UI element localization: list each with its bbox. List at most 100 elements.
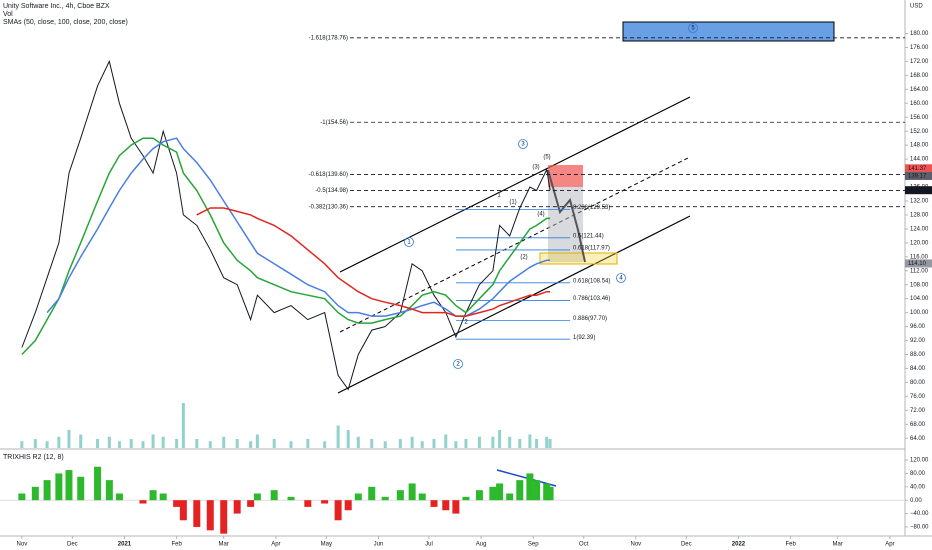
volume-bar [222, 436, 226, 448]
wave-circle [453, 359, 463, 369]
volume-bar [175, 439, 179, 448]
y-tick-label: 68.00 [910, 422, 926, 428]
indicator-bar [368, 486, 376, 501]
indicator-bar [381, 496, 389, 501]
entry-zone [539, 252, 618, 265]
indicator-y-tick-label: −40.00 [910, 511, 929, 517]
volume-bar [96, 439, 100, 448]
y-tick-label: 88.00 [910, 352, 926, 358]
price-tag-label: 135.09 [908, 188, 927, 194]
y-tick-label: 100.00 [910, 310, 929, 316]
fib-label: -1(154.56) [320, 120, 348, 126]
x-tick-label: 2021 [118, 542, 132, 548]
volume-bar [107, 436, 111, 448]
fib-label: 0.618(108.54) [573, 278, 610, 284]
y-tick-label: 168.00 [910, 73, 929, 79]
wave-label: (2) [520, 255, 527, 261]
y-tick-label: 76.00 [910, 394, 926, 400]
y-tick-label: 112.00 [910, 268, 929, 274]
volume-bar [518, 439, 522, 448]
indicator-y-tick-label: −80.00 [910, 525, 929, 531]
volume-bar [464, 439, 468, 448]
y-tick-label: 176.00 [910, 45, 929, 51]
price-tag [905, 186, 932, 195]
volume-bar [289, 441, 293, 448]
volume-bar [535, 439, 539, 448]
indicator-bar [475, 490, 483, 501]
price-tag [905, 171, 932, 180]
indicator-bar [344, 500, 352, 511]
volume-bar [67, 430, 71, 448]
volume-bar [79, 434, 83, 448]
wave-circle [404, 237, 414, 247]
volume-bar [477, 436, 481, 448]
y-tick-label: 92.00 [910, 338, 926, 344]
fib-label: -0.618(139.60) [309, 172, 348, 178]
volume-bar [498, 430, 502, 448]
fib-label: -0.5(134.98) [315, 188, 348, 194]
wave-label: 2 [456, 362, 460, 368]
currency-label: USD [910, 4, 923, 10]
volume-bar [383, 441, 387, 448]
target-box [622, 21, 835, 42]
indicator-bar [149, 490, 157, 501]
x-tick-label: Oct [579, 542, 589, 548]
x-tick-label: Feb [785, 542, 796, 548]
y-tick-label: 144.00 [910, 157, 929, 163]
y-tick-label: 96.00 [910, 324, 926, 330]
indicator-bar [159, 493, 167, 501]
volume-bar [491, 436, 495, 448]
volume-bar [151, 434, 155, 448]
volume-bar [323, 441, 327, 448]
fib-label: 0.618(117.97) [573, 246, 610, 252]
fib-label: 0.786(103.46) [573, 296, 610, 302]
volume-bar [255, 434, 259, 448]
x-tick-label: Apr [271, 542, 280, 548]
indicator-bar [496, 483, 504, 501]
channel-upper [339, 96, 691, 273]
price-line [21, 137, 551, 356]
indicator-bar [65, 470, 73, 501]
price-tag-label: 114.10 [908, 261, 927, 267]
y-tick-label: 128.00 [910, 213, 929, 219]
indicator-bar [304, 500, 312, 507]
price-tag [905, 259, 932, 268]
volume-bar [208, 441, 212, 448]
volume-bar [117, 441, 121, 448]
x-tick-label: Dec [681, 542, 692, 548]
volume-bar [545, 436, 549, 448]
volume-bar [528, 434, 532, 448]
indicator-bar [55, 473, 63, 501]
volume-bar [195, 439, 199, 448]
price-tag-label: 139.17 [908, 174, 927, 180]
y-tick-label: 172.00 [910, 59, 929, 65]
volume-bar [454, 441, 458, 448]
price-line [21, 59, 551, 391]
volume-bar [336, 425, 340, 448]
y-tick-label: 84.00 [910, 366, 926, 372]
wave-circle [518, 139, 528, 149]
indicator-bar [533, 480, 541, 501]
indicator-bar [321, 500, 329, 504]
indicator-bar [105, 480, 113, 501]
indicator-bar [287, 496, 295, 501]
y-tick-label: 160.00 [910, 101, 929, 107]
x-tick-label: Nov [631, 542, 642, 548]
volume-bar [508, 436, 512, 448]
indicator-bar [452, 500, 460, 514]
volume-bar [33, 439, 37, 448]
indicator-bar [206, 500, 214, 531]
volume-bar [398, 439, 402, 448]
x-tick-label: Dec [67, 542, 78, 548]
y-tick-label: 108.00 [910, 282, 929, 288]
wave-circle [616, 273, 626, 283]
indicator-bar [442, 500, 450, 511]
drawings [337, 21, 835, 487]
wave-label: (4) [537, 212, 544, 218]
wave-label: 5 [691, 26, 695, 32]
fib-label: 0.886(97.70) [573, 316, 607, 322]
fib-label: -1.618(178.76) [309, 35, 348, 41]
indicator-bar [43, 480, 51, 501]
